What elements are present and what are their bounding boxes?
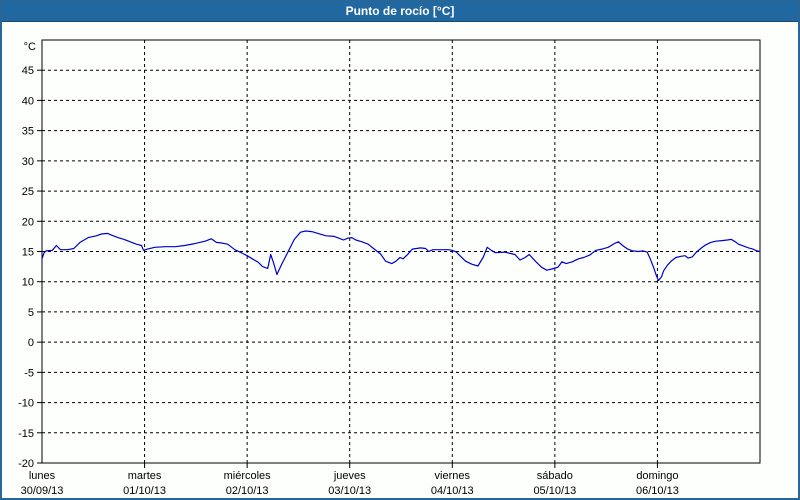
y-tick-label: 15 (22, 247, 34, 259)
day-name-label: martes (128, 470, 162, 482)
title-bar: Punto de rocío [°C] (2, 2, 798, 22)
y-tick-label: 0 (28, 337, 34, 349)
day-date-label: 01/10/13 (123, 485, 166, 497)
y-tick-label: 5 (28, 307, 34, 319)
y-tick-label: 30 (22, 156, 34, 168)
y-axis-unit-label: °C (24, 41, 36, 53)
y-tick-label: 45 (22, 65, 34, 77)
plot-border (41, 39, 761, 464)
y-tick-label: 10 (22, 277, 34, 289)
y-tick-label: 20 (22, 216, 34, 228)
day-date-label: 02/10/13 (226, 485, 269, 497)
y-tick-label: -20 (18, 458, 34, 470)
chart-title: Punto de rocío [°C] (345, 4, 455, 18)
y-tick-label: -10 (18, 398, 34, 410)
y-tick-label: -15 (18, 428, 34, 440)
day-name-label: lunes (29, 470, 56, 482)
y-tick-label: 35 (22, 126, 34, 138)
day-date-label: 05/10/13 (533, 485, 576, 497)
day-date-label: 30/09/13 (21, 485, 64, 497)
day-date-label: 06/10/13 (636, 485, 679, 497)
y-tick-label: -5 (24, 367, 34, 379)
day-name-label: sábado (537, 470, 573, 482)
day-name-label: jueves (333, 470, 366, 482)
y-tick-label: 25 (22, 186, 34, 198)
day-name-label: viernes (435, 470, 471, 482)
series-line (41, 230, 761, 282)
day-date-label: 03/10/13 (328, 485, 371, 497)
chart-svg: 45 40 35 30 25 20 15 10 5 0 -5 -10 -15 -20 °C lunes 30/0… (18, 39, 761, 497)
day-name-label: domingo (636, 470, 678, 482)
y-tick-label: 40 (22, 95, 34, 107)
day-date-label: 04/10/13 (431, 485, 474, 497)
day-name-label: miércoles (224, 470, 272, 482)
